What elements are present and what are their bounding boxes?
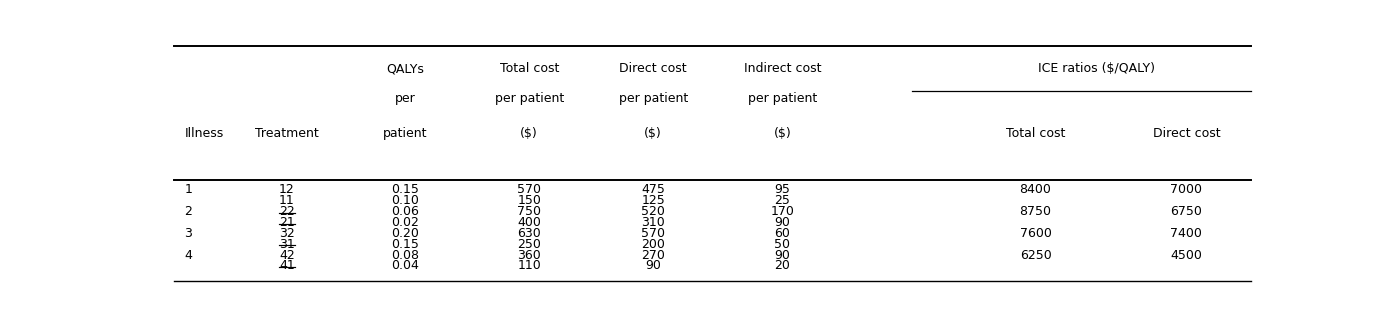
Text: 20: 20 [774, 260, 791, 272]
Text: 750: 750 [517, 205, 541, 218]
Text: 630: 630 [517, 227, 541, 240]
Text: 270: 270 [641, 249, 664, 261]
Text: 50: 50 [774, 238, 791, 251]
Text: Treatment: Treatment [254, 127, 318, 140]
Text: Direct cost: Direct cost [1152, 127, 1220, 140]
Text: 570: 570 [641, 227, 666, 240]
Text: Total cost: Total cost [499, 62, 559, 75]
Text: 90: 90 [645, 260, 662, 272]
Text: ($): ($) [644, 127, 662, 140]
Text: per patient: per patient [748, 92, 817, 105]
Text: 21: 21 [279, 216, 295, 229]
Text: 125: 125 [641, 194, 664, 207]
Text: 150: 150 [517, 194, 541, 207]
Text: 0.20: 0.20 [392, 227, 420, 240]
Text: 90: 90 [774, 216, 791, 229]
Text: 0.02: 0.02 [392, 216, 420, 229]
Text: 22: 22 [279, 205, 295, 218]
Text: 32: 32 [279, 227, 295, 240]
Text: 400: 400 [517, 216, 541, 229]
Text: 6750: 6750 [1170, 205, 1202, 218]
Text: 0.10: 0.10 [392, 194, 420, 207]
Text: per patient: per patient [495, 92, 564, 105]
Text: 42: 42 [279, 249, 295, 261]
Text: 0.15: 0.15 [392, 238, 420, 251]
Text: 7000: 7000 [1170, 183, 1202, 196]
Text: 200: 200 [641, 238, 664, 251]
Text: 0.15: 0.15 [392, 183, 420, 196]
Text: 6250: 6250 [1020, 249, 1051, 261]
Text: 170: 170 [770, 205, 794, 218]
Text: 60: 60 [774, 227, 791, 240]
Text: ($): ($) [520, 127, 538, 140]
Text: ICE ratios ($/QALY): ICE ratios ($/QALY) [1038, 62, 1155, 75]
Text: 7600: 7600 [1020, 227, 1051, 240]
Text: QALYs: QALYs [386, 62, 424, 75]
Text: 250: 250 [517, 238, 541, 251]
Text: 310: 310 [641, 216, 664, 229]
Text: 95: 95 [774, 183, 791, 196]
Text: 0.08: 0.08 [392, 249, 420, 261]
Text: per patient: per patient [619, 92, 688, 105]
Text: 2: 2 [185, 205, 192, 218]
Text: 41: 41 [279, 260, 295, 272]
Text: 0.06: 0.06 [392, 205, 420, 218]
Text: per: per [395, 92, 416, 105]
Text: Indirect cost: Indirect cost [744, 62, 821, 75]
Text: 90: 90 [774, 249, 791, 261]
Text: 4500: 4500 [1170, 249, 1202, 261]
Text: 1: 1 [185, 183, 192, 196]
Text: 110: 110 [517, 260, 541, 272]
Text: 475: 475 [641, 183, 664, 196]
Text: 360: 360 [517, 249, 541, 261]
Text: 7400: 7400 [1170, 227, 1202, 240]
Text: 31: 31 [279, 238, 295, 251]
Text: Direct cost: Direct cost [620, 62, 687, 75]
Text: 25: 25 [774, 194, 791, 207]
Text: 3: 3 [185, 227, 192, 240]
Text: 11: 11 [279, 194, 295, 207]
Text: 570: 570 [517, 183, 541, 196]
Text: 520: 520 [641, 205, 664, 218]
Text: 8400: 8400 [1020, 183, 1051, 196]
Text: patient: patient [384, 127, 428, 140]
Text: Total cost: Total cost [1006, 127, 1065, 140]
Text: 0.04: 0.04 [392, 260, 420, 272]
Text: 8750: 8750 [1019, 205, 1052, 218]
Text: 4: 4 [185, 249, 192, 261]
Text: ($): ($) [773, 127, 791, 140]
Text: Illness: Illness [185, 127, 224, 140]
Text: 12: 12 [279, 183, 295, 196]
